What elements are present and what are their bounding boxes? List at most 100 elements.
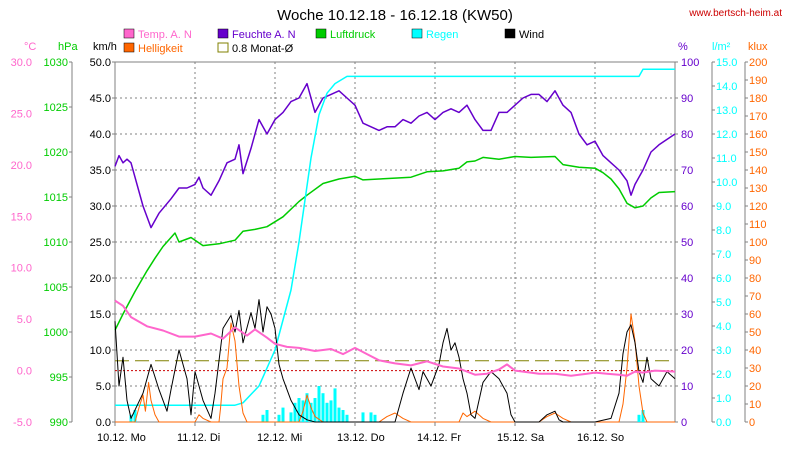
lux-tick-label: 200 (749, 57, 767, 69)
rain-bar (329, 400, 333, 422)
pressure-tick-label: 1000 (44, 327, 68, 339)
wind-tick-label: 45.0 (90, 93, 111, 105)
lux-tick-label: 170 (749, 111, 767, 123)
wind-tick-label: 35.0 (90, 165, 111, 177)
rain-bar (369, 412, 373, 422)
rain-bar (321, 393, 325, 422)
legend-swatch (123, 28, 135, 39)
lux-tick-label: 50 (749, 327, 761, 339)
pressure-tick-label: 1030 (44, 57, 68, 69)
rain-bar (317, 386, 321, 422)
rain-bar (637, 414, 641, 422)
lux-tick-label: 140 (749, 165, 767, 177)
rain-tick-label: 14.0 (716, 81, 737, 93)
legend-label: 0.8 Monat-Ø (232, 43, 294, 55)
lux-tick-label: 40 (749, 345, 761, 357)
chart-title: Woche 10.12.18 - 16.12.18 (KW50) (277, 7, 513, 24)
rain-bar (297, 398, 301, 422)
lux-tick-label: 30 (749, 363, 761, 375)
legend-label: Helligkeit (138, 43, 183, 55)
website-label: www.bertsch-heim.at (688, 8, 782, 19)
legend-label: Wind (519, 29, 544, 41)
temp-tick-label: -5.0 (13, 417, 32, 429)
series-wind (114, 299, 676, 423)
x-tick-label: 11.12. Di (177, 432, 220, 444)
pressure-tick-label: 1020 (44, 147, 68, 159)
rain-bar (361, 412, 365, 422)
rain-tick-label: 6.0 (716, 273, 731, 285)
rain-unit-label: l/m² (712, 41, 731, 53)
rain-tick-label: 9.0 (716, 201, 731, 213)
series-luftdruck (114, 155, 676, 331)
temp-tick-label: 20.0 (11, 160, 32, 172)
x-tick-label: 13.12. Do (337, 432, 385, 444)
pressure-tick-label: 1010 (44, 237, 68, 249)
lux-tick-label: 190 (749, 75, 767, 87)
x-tick-label: 16.12. So (577, 432, 624, 444)
temp-tick-label: 15.0 (11, 211, 32, 223)
legend-label: Luftdruck (330, 29, 376, 41)
temp-tick-label: 10.0 (11, 263, 32, 275)
lux-tick-label: 80 (749, 273, 761, 285)
lux-tick-label: 180 (749, 93, 767, 105)
temp-tick-label: 5.0 (17, 314, 32, 326)
lux-tick-label: 10 (749, 399, 761, 411)
series-feuchte-a-n (114, 82, 676, 229)
wind-tick-label: 10.0 (90, 345, 111, 357)
rain-bar (305, 393, 309, 422)
rain-bars (129, 386, 645, 422)
lux-tick-label: 90 (749, 255, 761, 267)
pressure-tick-label: 1025 (44, 102, 68, 114)
humidity-tick-label: 90 (681, 93, 693, 105)
legend-swatch (217, 28, 229, 39)
series-lines (114, 68, 676, 423)
grid (114, 61, 676, 423)
wind-unit-label: km/h (93, 41, 117, 53)
rain-tick-label: 13.0 (716, 105, 737, 117)
legend-swatch (123, 42, 135, 53)
lux-tick-label: 160 (749, 129, 767, 141)
lux-tick-label: 130 (749, 183, 767, 195)
wind-tick-label: 15.0 (90, 309, 111, 321)
rain-bar (309, 402, 313, 422)
series-regen (115, 68, 675, 406)
temp-tick-label: 30.0 (11, 57, 32, 69)
pressure-tick-label: 995 (50, 372, 68, 384)
wind-tick-label: 0.0 (96, 417, 111, 429)
pressure-tick-label: 1015 (44, 192, 68, 204)
humidity-tick-label: 80 (681, 129, 693, 141)
wind-tick-label: 50.0 (90, 57, 111, 69)
legend-swatch (504, 28, 516, 39)
rain-tick-label: 3.0 (716, 345, 731, 357)
temp-tick-label: 25.0 (11, 108, 32, 120)
lux-tick-label: 60 (749, 309, 761, 321)
rain-tick-label: 0.0 (716, 417, 731, 429)
rain-bar (341, 410, 345, 422)
x-tick-label: 10.12. Mo (97, 432, 146, 444)
wind-tick-label: 30.0 (90, 201, 111, 213)
rain-bar (277, 414, 281, 422)
temp-unit-label: °C (24, 41, 36, 53)
rain-tick-label: 15.0 (716, 57, 737, 69)
axes: °C30.025.020.015.010.05.00.0-5.0hPa10301… (11, 41, 768, 429)
legend-swatch (411, 28, 423, 39)
x-tick-label: 15.12. Sa (497, 432, 545, 444)
wind-tick-label: 25.0 (90, 237, 111, 249)
rain-bar (333, 388, 337, 422)
lux-tick-label: 120 (749, 201, 767, 213)
lux-tick-label: 150 (749, 147, 767, 159)
wind-tick-label: 40.0 (90, 129, 111, 141)
rain-tick-label: 5.0 (716, 297, 731, 309)
humidity-tick-label: 10 (681, 381, 693, 393)
pressure-tick-label: 990 (50, 417, 68, 429)
rain-tick-label: 1.0 (716, 393, 731, 405)
rain-bar (261, 414, 265, 422)
humidity-tick-label: 100 (681, 57, 699, 69)
rain-bar (293, 402, 297, 422)
x-axis-ticks: 10.12. Mo 11.12. Di 12.12. Mi 13.12. Do 14.1… (97, 422, 624, 444)
series-temp-a-n (114, 299, 676, 377)
humidity-tick-label: 50 (681, 237, 693, 249)
rain-tick-label: 4.0 (716, 321, 731, 333)
legend-label: Temp. A. N (138, 29, 192, 41)
